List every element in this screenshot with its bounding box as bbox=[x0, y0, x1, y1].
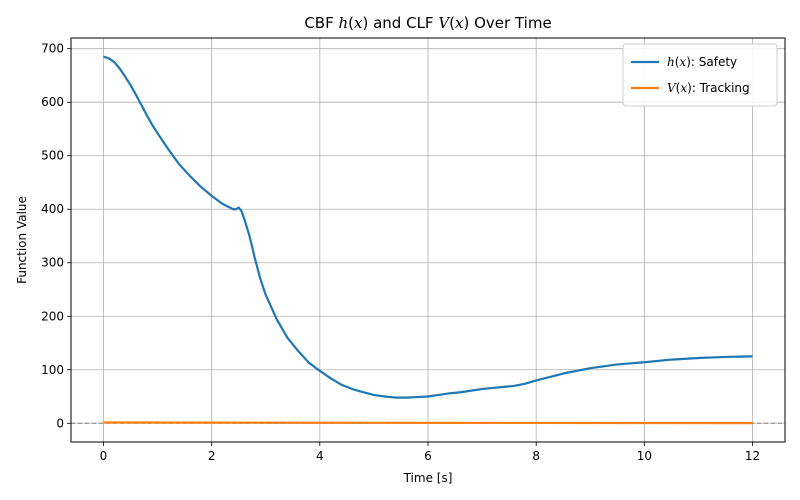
legend-label-1: V(x): Tracking bbox=[667, 81, 750, 95]
x-tick-label: 6 bbox=[424, 449, 432, 463]
legend: h(x): Safety V(x): Tracking bbox=[622, 43, 778, 107]
y-tick-label: 200 bbox=[41, 309, 64, 323]
chart-title: CBF h(x) and CLF V(x) Over Time bbox=[304, 14, 551, 32]
x-tick-label: 8 bbox=[532, 449, 540, 463]
y-tick-label: 500 bbox=[41, 149, 64, 163]
y-tick-label: 0 bbox=[56, 416, 64, 430]
series-line-1 bbox=[103, 421, 753, 425]
y-axis-ticks: 0 100 200 300 400 500 600 700 bbox=[41, 42, 71, 430]
x-tick-label: 2 bbox=[208, 449, 216, 463]
legend-label-0: h(x): Safety bbox=[667, 55, 737, 69]
y-tick-label: 300 bbox=[41, 256, 64, 270]
y-tick-label: 100 bbox=[41, 363, 64, 377]
y-tick-label: 600 bbox=[41, 95, 64, 109]
y-tick-label: 400 bbox=[41, 202, 64, 216]
series-layer bbox=[103, 55, 753, 425]
x-tick-label: 4 bbox=[316, 449, 324, 463]
x-axis-ticks: 0 2 4 6 8 10 12 bbox=[100, 442, 760, 463]
y-tick-label: 700 bbox=[41, 42, 64, 56]
legend-box bbox=[622, 43, 778, 107]
series-line-0 bbox=[103, 55, 753, 399]
x-tick-label: 0 bbox=[100, 449, 108, 463]
x-tick-label: 12 bbox=[745, 449, 760, 463]
x-axis-label: Time [s] bbox=[403, 471, 453, 485]
y-axis-label: Function Value bbox=[15, 196, 29, 284]
x-tick-label: 10 bbox=[637, 449, 652, 463]
